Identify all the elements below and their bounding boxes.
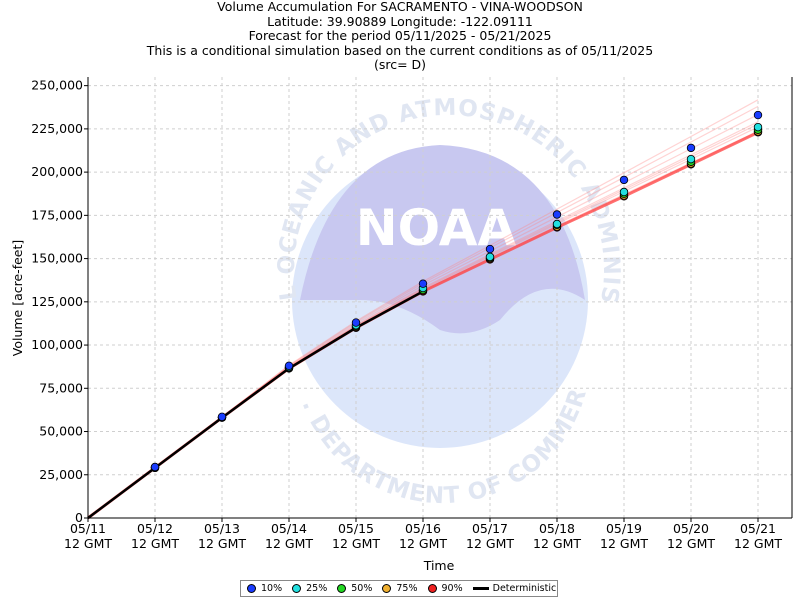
chart-source: (src= D) <box>373 57 427 73</box>
x-tick-label-date: 05/21 <box>740 521 776 536</box>
chart-legend: 10% 25% 50% 75% 90% Deterministic <box>240 580 558 597</box>
y-axis-label: Volume [acre-feet] <box>10 240 25 357</box>
legend-item-deterministic: Deterministic <box>472 583 557 594</box>
x-tick-label-time: 12 GMT <box>198 536 246 551</box>
point-25pct <box>552 219 562 229</box>
point-10pct <box>217 412 227 422</box>
x-tick-label-date: 05/11 <box>70 521 106 536</box>
x-tick-label-time: 12 GMT <box>667 536 715 551</box>
y-tick-label: 25,000 <box>39 467 83 482</box>
point-10pct <box>753 110 763 120</box>
y-tick-label: 50,000 <box>39 424 83 439</box>
legend-marker-icon <box>292 584 302 593</box>
point-10pct <box>418 279 428 288</box>
legend-item-10pct: 10% <box>247 583 282 594</box>
legend-marker-icon <box>382 584 392 593</box>
y-tick-label: 75,000 <box>39 380 83 395</box>
x-tick-label-time: 12 GMT <box>332 536 380 551</box>
legend-marker-icon <box>427 584 437 593</box>
point-10pct <box>351 318 361 327</box>
point-10pct <box>619 175 629 185</box>
x-tick-label-time: 12 GMT <box>131 536 179 551</box>
x-tick-label-time: 12 GMT <box>399 536 447 551</box>
legend-item-90pct: 90% <box>427 583 463 594</box>
x-tick-label-date: 05/17 <box>472 521 508 536</box>
chart-period: Forecast for the period 05/11/2025 - 05/… <box>248 28 552 44</box>
x-tick-label-date: 05/18 <box>539 521 575 536</box>
legend-label: 90% <box>441 583 463 594</box>
x-tick-label-date: 05/16 <box>405 521 441 536</box>
x-tick-label-time: 12 GMT <box>466 536 514 551</box>
x-tick-label-time: 12 GMT <box>734 536 782 551</box>
legend-item-50pct: 50% <box>337 583 372 594</box>
point-25pct <box>619 187 629 197</box>
x-tick-label-time: 12 GMT <box>64 536 112 551</box>
point-10pct <box>485 244 495 254</box>
legend-marker-icon <box>337 584 347 593</box>
y-tick-label: 100,000 <box>31 337 83 352</box>
y-tick-label: 225,000 <box>31 121 83 136</box>
x-tick-label-date: 05/12 <box>137 521 173 536</box>
point-25pct <box>753 122 763 132</box>
noaa-watermark: NOAA NATIONAL OCEANIC AND ATMOSPHERIC AD… <box>0 0 623 509</box>
y-tick-label: 175,000 <box>31 207 83 222</box>
deterministic-line <box>87 290 424 520</box>
legend-label: 10% <box>261 583 283 594</box>
legend-label: 25% <box>306 583 328 594</box>
point-10pct <box>150 462 160 472</box>
chart-title: Volume Accumulation For SACRAMENTO - VIN… <box>217 0 583 14</box>
noaa-logo-bird <box>300 145 585 334</box>
deterministic-series <box>87 290 424 520</box>
legend-label: Deterministic <box>492 583 557 594</box>
y-tick-label: 0 <box>75 510 83 525</box>
chart-title-block: Volume Accumulation For SACRAMENTO - VIN… <box>0 0 800 73</box>
x-tick-label-date: 05/14 <box>271 521 307 536</box>
point-25pct <box>485 252 495 262</box>
chart-condition-note: This is a conditional simulation based o… <box>146 42 654 58</box>
x-tick-label-time: 12 GMT <box>600 536 648 551</box>
chart-location: Latitude: 39.90889 Longitude: -122.09111 <box>267 13 533 29</box>
legend-item-75pct: 75% <box>382 583 418 594</box>
x-tick-label-date: 05/13 <box>204 521 240 536</box>
x-tick-label-date: 05/20 <box>673 521 709 536</box>
legend-label: 50% <box>351 583 373 594</box>
point-10pct <box>284 361 294 371</box>
legend-item-25pct: 25% <box>292 583 327 594</box>
legend-label: 75% <box>396 583 418 594</box>
y-tick-label: 250,000 <box>31 78 83 93</box>
point-10pct <box>686 143 696 153</box>
x-tick-label-date: 05/15 <box>338 521 374 536</box>
legend-line-icon <box>472 587 489 590</box>
y-tick-label: 150,000 <box>31 251 83 266</box>
legend-marker-icon <box>247 584 256 593</box>
x-tick-label-time: 12 GMT <box>533 536 581 551</box>
y-tick-label: 200,000 <box>31 164 83 179</box>
x-tick-label-time: 12 GMT <box>265 536 313 551</box>
point-10pct <box>552 210 562 219</box>
x-tick-label-date: 05/19 <box>606 521 642 536</box>
percentile-points <box>150 110 763 473</box>
point-25pct <box>686 154 696 164</box>
x-axis-label: Time <box>423 558 455 573</box>
y-tick-label: 125,000 <box>31 294 83 309</box>
axes: 0 25,000 50,000 75,000 100,000 125,000 150,000… <box>31 77 793 551</box>
